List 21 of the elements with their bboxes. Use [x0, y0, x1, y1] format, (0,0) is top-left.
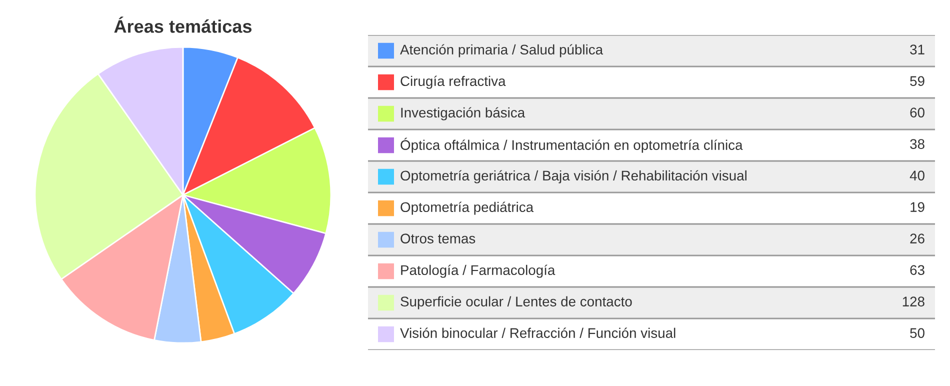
data-label: 26: [910, 234, 924, 244]
legend-label: Cirugía refractiva: [400, 76, 506, 89]
chart-title: Áreas temáticas: [114, 16, 252, 33]
data-label: 19: [910, 202, 924, 212]
data-label: 40: [910, 170, 924, 180]
legend-label: Superficie ocular / Lentes de contacto: [400, 296, 632, 310]
legend-label: Investigación básica: [401, 107, 526, 120]
data-label: 31: [910, 44, 924, 54]
data-label: 38: [910, 139, 924, 149]
data-label: 60: [910, 108, 924, 118]
legend-label: Atención primaria / Salud pública: [400, 44, 604, 58]
legend-label: Optometría pediátrica: [400, 202, 534, 215]
data-label: 59: [910, 76, 924, 86]
legend-label: Optometría geriátrica / Baja visión / Rehabilitación visual: [400, 170, 746, 184]
data-label: 50: [910, 328, 924, 338]
legend-label: Visión binocular / Refracción / Función visual: [400, 328, 676, 338]
data-label: 128: [902, 296, 924, 306]
legend-label: Óptica oftálmica / Instrumentación en optometría clínica: [400, 138, 743, 153]
legend-label: Patología / Farmacología: [401, 264, 556, 278]
legend-label: Otros temas: [400, 234, 476, 244]
data-label: 63: [910, 265, 924, 275]
